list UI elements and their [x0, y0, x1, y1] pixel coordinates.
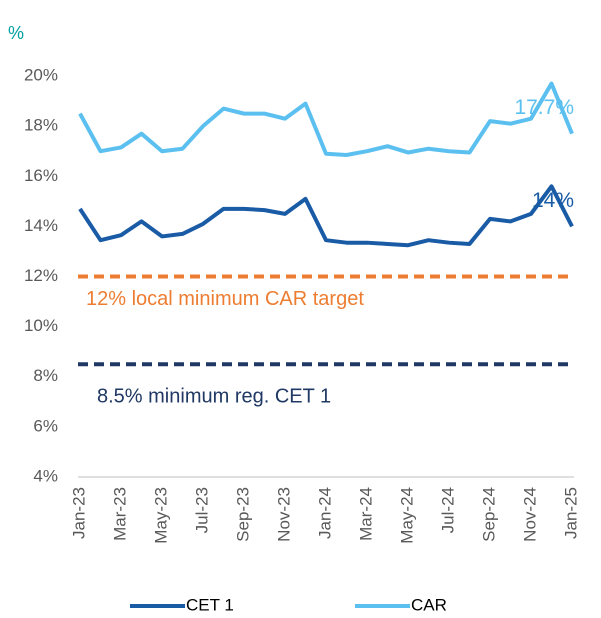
- x-tick-label: Jan-24: [315, 487, 334, 539]
- y-tick-label: 4%: [33, 466, 58, 485]
- x-tick-label: Jul-24: [438, 487, 457, 533]
- x-tick-label: Jan-25: [561, 487, 580, 539]
- reference-label: 12% local minimum CAR target: [86, 288, 364, 310]
- x-tick-label: May-23: [151, 487, 170, 544]
- x-tick-label: Nov-23: [274, 487, 293, 542]
- x-tick-label: Nov-24: [520, 487, 539, 542]
- y-tick-label: 18%: [24, 116, 58, 135]
- x-tick-label: Sep-23: [233, 487, 252, 542]
- legend-label: CAR: [411, 595, 447, 614]
- y-tick-label: 10%: [24, 316, 58, 335]
- x-tick-label: May-24: [397, 487, 416, 544]
- x-tick-label: Jul-23: [192, 487, 211, 533]
- y-unit: %: [8, 23, 24, 43]
- data-label: 14%: [532, 189, 574, 212]
- legend-label: CET 1: [186, 595, 234, 614]
- series-line: [78, 81, 574, 157]
- y-tick-label: 6%: [33, 416, 58, 435]
- x-tick-label: Mar-23: [110, 487, 129, 541]
- x-tick-label: Sep-24: [479, 487, 498, 542]
- y-tick-label: 16%: [24, 166, 58, 185]
- x-tick-label: Mar-24: [356, 487, 375, 541]
- series-line: [78, 184, 574, 248]
- y-tick-label: 8%: [33, 366, 58, 385]
- data-label: 17.7%: [514, 96, 574, 119]
- x-tick-label: Jan-23: [69, 487, 88, 539]
- y-tick-label: 14%: [24, 216, 58, 235]
- y-tick-label: 20%: [24, 66, 58, 85]
- reference-label: 8.5% minimum reg. CET 1: [97, 386, 331, 408]
- y-tick-label: 12%: [24, 266, 58, 285]
